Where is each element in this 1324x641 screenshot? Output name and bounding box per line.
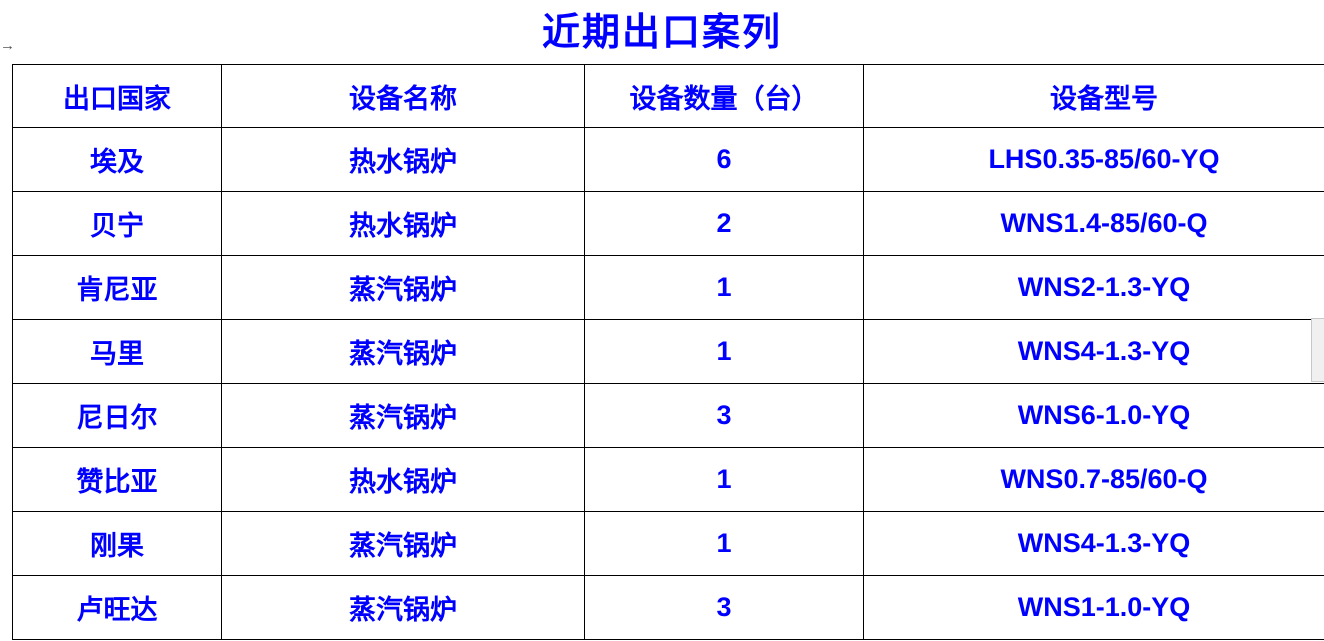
table-row: 埃及 热水锅炉 6 LHS0.35-85/60-YQ bbox=[12, 127, 1324, 192]
cell-model: WNS0.7-85/60-Q bbox=[863, 447, 1324, 512]
cell-model: WNS4-1.3-YQ bbox=[863, 319, 1324, 384]
cell-equipment-name: 热水锅炉 bbox=[221, 447, 585, 512]
table-row: 马里 蒸汽锅炉 1 WNS4-1.3-YQ bbox=[12, 319, 1324, 384]
cell-equipment-name: 蒸汽锅炉 bbox=[221, 383, 585, 448]
column-header-quantity: 设备数量（台） bbox=[584, 64, 864, 128]
cell-quantity: 1 bbox=[584, 447, 864, 512]
column-header-equipment-name: 设备名称 bbox=[221, 64, 585, 128]
cell-quantity: 3 bbox=[584, 575, 864, 640]
table-row: 刚果 蒸汽锅炉 1 WNS4-1.3-YQ bbox=[12, 511, 1324, 576]
scroll-right-arrow-icon[interactable]: → bbox=[0, 37, 15, 54]
cell-equipment-name: 蒸汽锅炉 bbox=[221, 511, 585, 576]
cell-model: WNS1-1.0-YQ bbox=[863, 575, 1324, 640]
cell-equipment-name: 蒸汽锅炉 bbox=[221, 255, 585, 320]
table-body: 出口国家 设备名称 设备数量（台） 设备型号 埃及 热水锅炉 6 LHS0.35… bbox=[12, 64, 1324, 640]
cell-model: WNS4-1.3-YQ bbox=[863, 511, 1324, 576]
cell-country: 刚果 bbox=[12, 511, 222, 576]
cell-equipment-name: 热水锅炉 bbox=[221, 127, 585, 192]
cell-equipment-name: 蒸汽锅炉 bbox=[221, 575, 585, 640]
page-title: 近期出口案列 bbox=[541, 12, 782, 54]
table-row: 肯尼亚 蒸汽锅炉 1 WNS2-1.3-YQ bbox=[12, 255, 1324, 320]
table-header-row: 出口国家 设备名称 设备数量（台） 设备型号 bbox=[12, 64, 1324, 128]
cell-country: 卢旺达 bbox=[12, 575, 222, 640]
cell-country: 肯尼亚 bbox=[12, 255, 222, 320]
cell-country: 尼日尔 bbox=[12, 383, 222, 448]
cell-model: LHS0.35-85/60-YQ bbox=[863, 127, 1324, 192]
cell-equipment-name: 蒸汽锅炉 bbox=[221, 319, 585, 384]
table-row: 贝宁 热水锅炉 2 WNS1.4-85/60-Q bbox=[12, 191, 1324, 256]
cell-country: 埃及 bbox=[12, 127, 222, 192]
cell-model: WNS1.4-85/60-Q bbox=[863, 191, 1324, 256]
table-row: 赞比亚 热水锅炉 1 WNS0.7-85/60-Q bbox=[12, 447, 1324, 512]
cell-equipment-name: 热水锅炉 bbox=[221, 191, 585, 256]
cell-model: WNS6-1.0-YQ bbox=[863, 383, 1324, 448]
cell-quantity: 1 bbox=[584, 319, 864, 384]
cell-quantity: 2 bbox=[584, 191, 864, 256]
scrollbar-thumb[interactable] bbox=[1311, 318, 1324, 382]
table-row: 卢旺达 蒸汽锅炉 3 WNS1-1.0-YQ bbox=[12, 575, 1324, 640]
cell-country: 赞比亚 bbox=[12, 447, 222, 512]
export-cases-table: 出口国家 设备名称 设备数量（台） 设备型号 埃及 热水锅炉 6 LHS0.35… bbox=[12, 64, 1324, 640]
cell-country: 贝宁 bbox=[12, 191, 222, 256]
column-header-country: 出口国家 bbox=[12, 64, 222, 128]
table-row: 尼日尔 蒸汽锅炉 3 WNS6-1.0-YQ bbox=[12, 383, 1324, 448]
cell-model: WNS2-1.3-YQ bbox=[863, 255, 1324, 320]
cell-country: 马里 bbox=[12, 319, 222, 384]
cell-quantity: 1 bbox=[584, 255, 864, 320]
column-header-model: 设备型号 bbox=[863, 64, 1324, 128]
cell-quantity: 3 bbox=[584, 383, 864, 448]
cell-quantity: 1 bbox=[584, 511, 864, 576]
cell-quantity: 6 bbox=[584, 127, 864, 192]
